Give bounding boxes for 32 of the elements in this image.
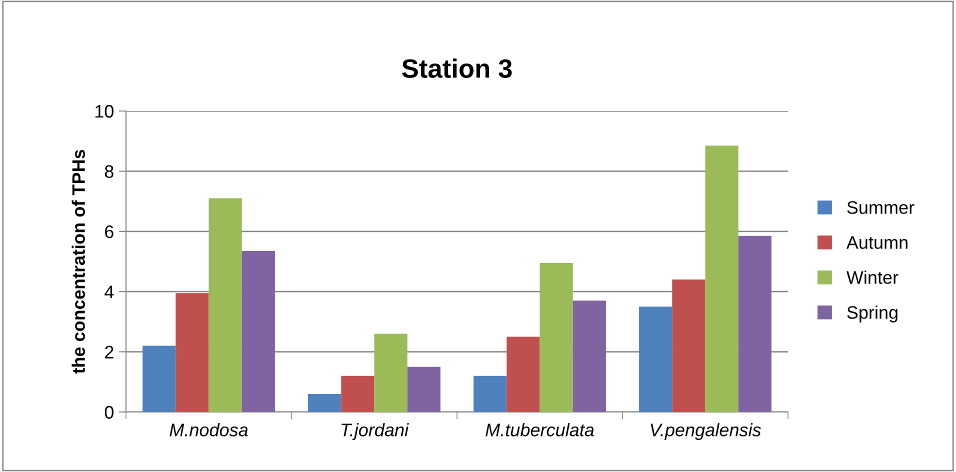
- bar: [176, 293, 209, 412]
- legend-label: Winter: [846, 270, 898, 284]
- bar: [738, 236, 772, 412]
- bar: [374, 334, 408, 412]
- bar: [407, 366, 440, 412]
- bar: [208, 198, 242, 412]
- legend-label: Autumn: [846, 236, 908, 249]
- legend-label: Spring: [847, 306, 898, 322]
- x-tick-label: M.nodosa: [170, 423, 248, 436]
- y-axis-title: the concentration of TPHs: [72, 150, 85, 374]
- y-tick-label: 8: [104, 165, 114, 178]
- y-tick-label: 0: [104, 406, 114, 419]
- x-tick-label: V.pengalensis: [650, 423, 761, 440]
- bar: [540, 263, 573, 412]
- bar: [572, 300, 606, 412]
- y-tick-label: 2: [105, 346, 114, 358]
- legend-label: Summer: [847, 201, 914, 214]
- x-tick-label: M.tuberculata: [486, 423, 594, 436]
- bar: [705, 146, 738, 412]
- bar: [506, 336, 540, 412]
- bar: [341, 376, 374, 412]
- bar: [639, 306, 672, 412]
- bar: [308, 394, 342, 412]
- y-tick-label: 10: [95, 104, 114, 118]
- chart-title: Station 3: [402, 58, 512, 78]
- bar: [474, 376, 507, 412]
- x-tick-label: T.jordani: [342, 423, 409, 440]
- bar: [142, 346, 176, 412]
- y-tick-label: 4: [104, 286, 114, 298]
- bar: [242, 250, 275, 412]
- y-tick-label: 6: [105, 225, 114, 238]
- bar: [672, 280, 706, 412]
